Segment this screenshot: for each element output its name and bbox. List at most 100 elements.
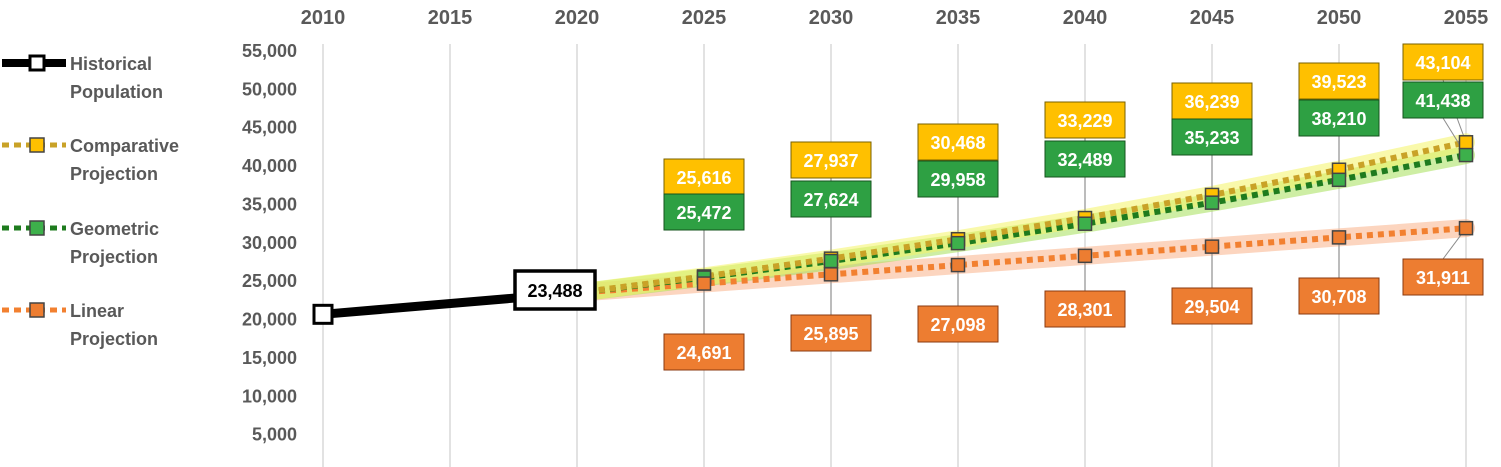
geometric-projection-marker [1077,216,1093,231]
comparative-projection-line [576,139,1467,296]
geometric-projection-data-label: 27,624 [803,190,858,210]
linear-projection-data-label: 25,895 [803,324,858,344]
y-tick-label: 55,000 [242,41,297,61]
geometric-projection-data-label-box [790,180,872,218]
linear-projection-marker [1077,248,1093,264]
geometric-projection-data-label: 41,438 [1415,91,1470,111]
y-tick-label: 15,000 [242,348,297,368]
x-tick-label: 2045 [1190,7,1235,29]
linear-projection-marker [950,257,966,273]
geometric-projection-data-label-box [1298,99,1380,137]
geometric-projection-legend-label: Geometric [70,219,159,239]
historical-data-label: 23,488 [527,281,582,301]
geometric-projection-data-label-box [1044,140,1126,178]
geometric-projection-data-label-box [663,193,745,231]
y-tick-label: 5,000 [252,425,297,445]
historical-data-label-box [513,269,597,311]
geometric-projection-data-label: 32,489 [1057,150,1112,170]
geometric-projection-marker [950,235,966,251]
historical-population-legend-label: Population [70,82,163,102]
legend: Historical Population Comparative Projectio… [2,54,179,349]
comparative-projection-data-label: 27,937 [803,151,858,171]
linear-projection-legend-marker [29,302,45,318]
x-tick-label: 2020 [555,7,600,29]
geometric-projection-marker [1204,195,1220,210]
linear-projection-data-label-box [1402,258,1484,296]
linear-projection-marker [1458,220,1474,236]
linear-projection-data-label-box [1298,277,1380,315]
comparative-projection-legend-label: Comparative [70,136,179,156]
geometric-projection-line [576,152,1467,296]
x-tick-label: 2055 [1444,7,1489,29]
linear-projection-data-label-box [1044,290,1126,328]
geometric-projection-data-label: 35,233 [1184,128,1239,148]
linear-projection-data-label: 24,691 [676,343,731,363]
y-tick-label: 35,000 [242,194,297,214]
x-tick-label: 2035 [936,7,981,29]
linear-projection-line [576,225,1467,296]
y-tick-label: 40,000 [242,156,297,176]
y-tick-label: 10,000 [242,386,297,406]
linear-projection-data-label-box [1171,287,1253,325]
y-axis-ticks: 5,000 10,000 15,000 20,000 25,000 30,000 35,00… [242,41,297,445]
comparative-projection-data-label: 43,104 [1415,53,1470,73]
series-markers-layer [312,135,1474,325]
linear-projection-data-label-box [790,314,872,352]
linear-projection-marker [1331,230,1347,245]
comparative-projection-data-label-box [1298,62,1380,100]
comparative-projection-legend-marker [29,137,45,153]
x-tick-label: 2015 [428,7,473,29]
x-tick-label: 2030 [809,7,854,29]
linear-projection-legend-label: Projection [70,329,158,349]
geometric-projection-data-label-box [1402,81,1484,119]
comparative-projection-data-label-box [1171,82,1253,120]
linear-projection-data-label: 30,708 [1311,287,1366,307]
linear-projection-marker [696,276,712,291]
comparative-projection-data-label: 30,468 [930,133,985,153]
data-labels-layer: 23,488 25,616 27,937 30,468 33,229 36,239 39,5… [513,43,1484,371]
geometric-projection-data-label: 29,958 [930,170,985,190]
geometric-projection-data-label-box [917,160,999,198]
geometric-projection-legend-label: Projection [70,247,158,267]
linear-projection-data-label: 27,098 [930,315,985,335]
x-axis-ticks: 2010 2015 2020 2025 2030 2035 2040 2045 2050 2055 [301,7,1489,29]
y-tick-label: 45,000 [242,118,297,138]
geometric-projection-marker [823,253,839,269]
x-tick-label: 2010 [301,7,346,29]
y-tick-label: 50,000 [242,79,297,99]
geometric-projection-data-label: 38,210 [1311,109,1366,129]
y-tick-label: 25,000 [242,271,297,291]
comparative-projection-data-label: 33,229 [1057,111,1112,131]
linear-projection-data-label: 31,911 [1416,268,1470,288]
comparative-projection-marker [1458,135,1474,150]
comparative-projection-data-label-box [917,123,999,161]
linear-projection-data-label-box [663,333,745,371]
comparative-projection-data-label: 39,523 [1311,72,1366,92]
historical-population-legend-marker [28,54,46,72]
geometric-projection-marker [1458,147,1474,163]
geometric-projection-data-label-box [1171,118,1253,156]
historical-population-legend-label: Historical [70,54,152,74]
linear-projection-data-label: 29,504 [1184,297,1239,317]
comparative-projection-data-label-box [663,158,745,196]
linear-projection-data-label: 28,301 [1057,300,1112,320]
geometric-projection-marker [1331,172,1347,188]
comparative-projection-legend-label: Projection [70,164,158,184]
comparative-projection-data-label-box [1402,43,1484,81]
linear-projection-marker [823,267,839,282]
x-tick-label: 2025 [682,7,727,29]
comparative-projection-data-label: 25,616 [676,168,731,188]
comparative-projection-data-label-box [790,141,872,179]
linear-projection-legend-label: Linear [70,301,124,321]
y-tick-label: 20,000 [242,310,297,330]
linear-projection-data-label-box [917,305,999,343]
historical-population-marker [312,303,334,325]
series-lines-layer [322,139,1467,319]
geometric-projection-data-label: 25,472 [676,203,731,223]
comparative-projection-data-label: 36,239 [1184,92,1239,112]
x-tick-label: 2040 [1063,7,1108,29]
geometric-projection-legend-marker [29,220,45,236]
y-tick-label: 30,000 [242,233,297,253]
comparative-projection-data-label-box [1044,101,1126,139]
